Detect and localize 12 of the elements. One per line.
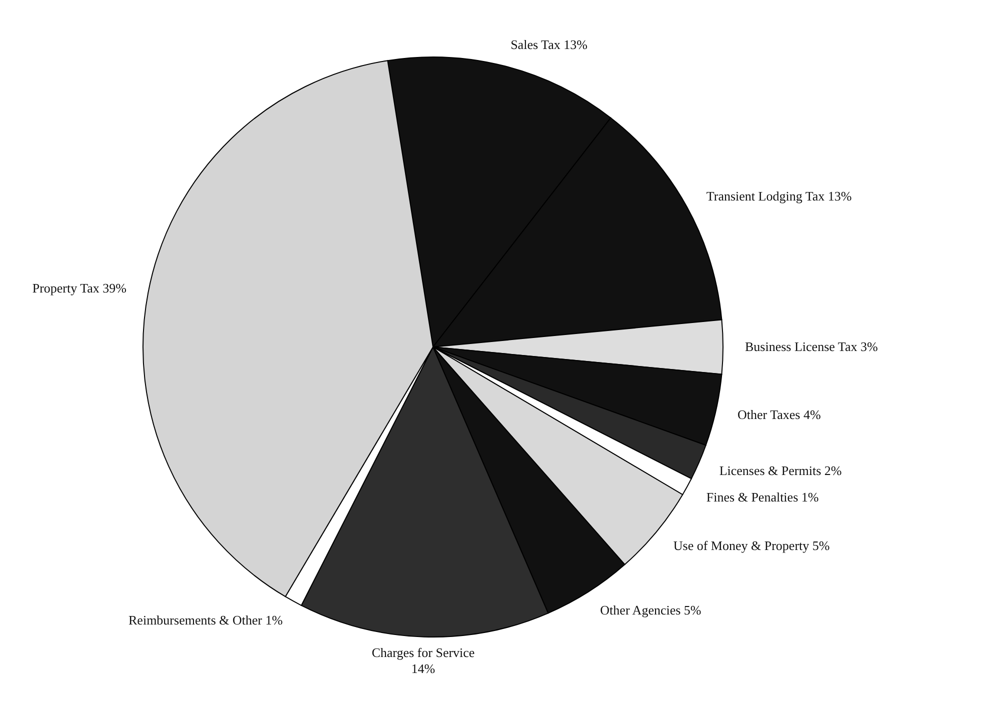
slice-label: Business License Tax 3%: [745, 339, 878, 354]
slice-label: Other Agencies 5%: [600, 602, 702, 618]
slice-label: Reimbursements & Other 1%: [128, 612, 283, 628]
slice-label: Sales Tax 13%: [510, 36, 588, 52]
slice-label: Other Taxes 4%: [737, 407, 821, 422]
slice-label: Use of Money & Property 5%: [673, 538, 830, 553]
slice-label: Property Tax 39%: [32, 280, 127, 296]
slice-label: Fines & Penalties 1%: [706, 489, 819, 504]
data-label: 14%: [411, 660, 436, 676]
slice-label: Charges for Service: [372, 644, 475, 660]
slice-label: Licenses & Permits 2%: [719, 462, 842, 478]
slice-label: Transient Lodging Tax 13%: [706, 188, 852, 204]
